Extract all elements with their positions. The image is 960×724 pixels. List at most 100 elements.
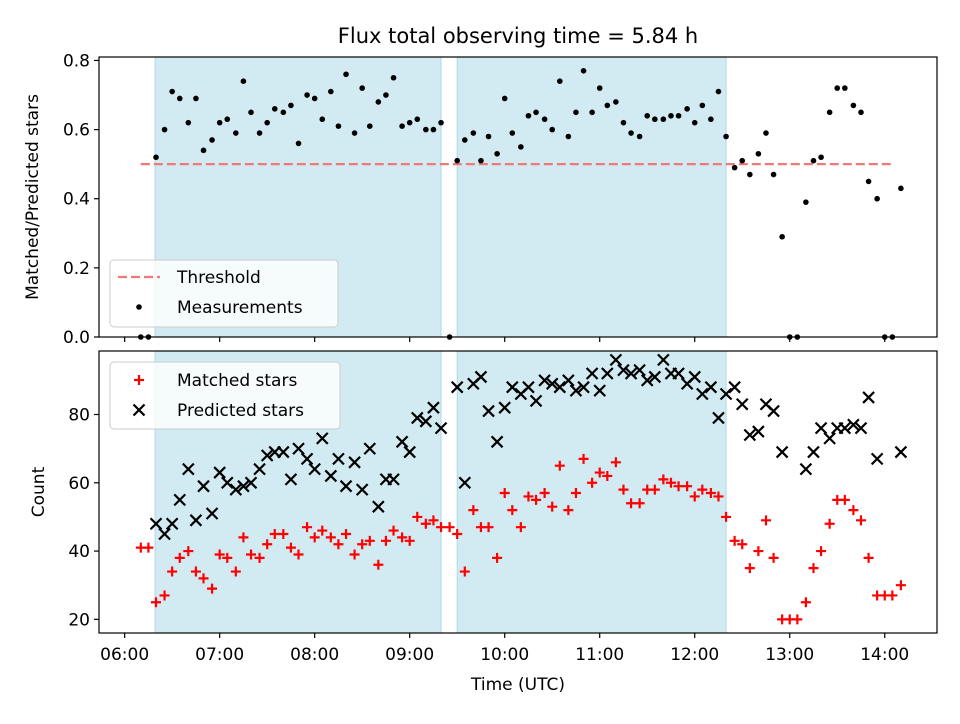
predicted-star-point bbox=[624, 367, 638, 380]
matched-star-point bbox=[459, 566, 470, 577]
predicted-star-point bbox=[735, 397, 749, 411]
measurement-point bbox=[153, 154, 159, 161]
predicted-star-point bbox=[854, 421, 868, 435]
measurement-point bbox=[541, 116, 548, 123]
measurement-point bbox=[779, 233, 785, 240]
matched-star-point bbox=[404, 535, 415, 546]
predicted-star-point bbox=[490, 435, 504, 449]
matched-star-point bbox=[689, 491, 700, 502]
matched-star-point bbox=[420, 518, 431, 529]
matched-star-point bbox=[744, 563, 755, 574]
predicted-star-point bbox=[743, 428, 757, 442]
matched-star-point bbox=[349, 549, 360, 560]
matched-star-point bbox=[302, 522, 313, 533]
legend-box bbox=[109, 259, 339, 328]
measurement-point bbox=[288, 102, 294, 109]
matched-star-point bbox=[554, 460, 565, 471]
predicted-star-point bbox=[189, 514, 203, 527]
measurement-point bbox=[557, 78, 563, 84]
y-tick-label: 60 bbox=[68, 474, 90, 494]
measurement-point bbox=[898, 185, 904, 192]
matched-star-point bbox=[578, 453, 589, 464]
matched-star-point bbox=[618, 484, 629, 495]
matched-star-point bbox=[610, 457, 621, 468]
predicted-star-point bbox=[332, 452, 345, 466]
y-tick-label: 0.8 bbox=[63, 51, 90, 71]
matched-star-point bbox=[483, 522, 494, 533]
matched-star-point bbox=[492, 552, 503, 563]
measurement-point bbox=[842, 85, 848, 91]
measurement-point bbox=[169, 88, 175, 95]
matched-star-point bbox=[230, 566, 241, 577]
measurement-point bbox=[628, 130, 634, 136]
predicted-star-point bbox=[823, 432, 836, 445]
measurement-point bbox=[818, 154, 824, 161]
predicted-star-point bbox=[688, 370, 701, 384]
matched-star-point bbox=[658, 474, 669, 485]
x-tick-label: 10:00 bbox=[480, 645, 529, 665]
predicted-star-point bbox=[419, 415, 433, 428]
matched-star-point bbox=[768, 552, 779, 563]
matched-star-point bbox=[499, 488, 510, 499]
predicted-star-point bbox=[704, 380, 718, 394]
matched-star-point bbox=[682, 481, 693, 492]
legend-predicted-swatch bbox=[132, 403, 146, 417]
predicted-star-point bbox=[838, 421, 852, 435]
measurement-point bbox=[438, 119, 444, 126]
matched-star-point bbox=[839, 494, 850, 505]
x-tick-label: 07:00 bbox=[195, 645, 244, 665]
predicted-star-point bbox=[522, 380, 535, 394]
axes-frame bbox=[98, 56, 938, 338]
predicted-star-point bbox=[617, 363, 630, 377]
matched-star-point bbox=[737, 539, 748, 550]
predicted-star-point bbox=[205, 507, 219, 520]
predicted-star-point bbox=[237, 479, 250, 493]
predicted-star-point bbox=[372, 500, 385, 513]
legend-measurement-swatch bbox=[136, 304, 142, 310]
matched-star-point bbox=[388, 525, 399, 536]
measurement-point bbox=[865, 178, 872, 185]
measurement-point bbox=[311, 95, 318, 102]
matched-star-point bbox=[587, 477, 598, 488]
predicted-star-point bbox=[315, 432, 329, 445]
x-tick-label: 12:00 bbox=[670, 645, 719, 665]
predicted-star-point bbox=[529, 394, 543, 408]
predicted-star-point bbox=[498, 401, 511, 414]
measurement-point bbox=[509, 130, 516, 136]
shaded-interval bbox=[456, 56, 727, 338]
predicted-star-point bbox=[545, 377, 559, 391]
predicted-star-point bbox=[253, 462, 266, 476]
matched-star-point bbox=[452, 528, 463, 539]
matched-star-point bbox=[895, 580, 906, 591]
predicted-star-point bbox=[149, 517, 163, 531]
matched-star-point bbox=[278, 528, 289, 539]
measurement-point bbox=[525, 112, 532, 119]
axes-frame bbox=[98, 350, 938, 634]
measurement-point bbox=[518, 144, 524, 150]
measurement-point bbox=[485, 133, 492, 140]
measurement-point bbox=[209, 137, 215, 143]
matched-star-point bbox=[373, 559, 384, 570]
measurement-point bbox=[747, 171, 753, 178]
legend-predicted-label: Predicted stars bbox=[177, 401, 304, 421]
measurement-point bbox=[295, 140, 302, 147]
y-tick-label: 0.0 bbox=[63, 328, 90, 348]
measurement-point bbox=[691, 119, 698, 126]
matched-star-point bbox=[594, 467, 605, 478]
measurement-point bbox=[652, 116, 658, 123]
predicted-star-point bbox=[728, 380, 741, 394]
measurement-point bbox=[620, 119, 627, 126]
matched-star-point bbox=[198, 573, 209, 584]
measurement-point bbox=[399, 123, 405, 129]
measurement-point bbox=[770, 171, 777, 178]
measurement-point bbox=[580, 68, 587, 74]
measurement-point bbox=[858, 109, 864, 116]
measurement-point bbox=[739, 157, 746, 164]
matched-star-point bbox=[246, 549, 257, 560]
matched-star-point bbox=[705, 488, 716, 499]
top-y-axis-label: Matched/Predicted stars bbox=[23, 94, 43, 300]
matched-star-point bbox=[673, 481, 684, 492]
legend-bottom: Matched stars Predicted stars bbox=[109, 361, 341, 430]
predicted-star-point bbox=[411, 411, 424, 425]
matched-star-point bbox=[159, 590, 170, 601]
